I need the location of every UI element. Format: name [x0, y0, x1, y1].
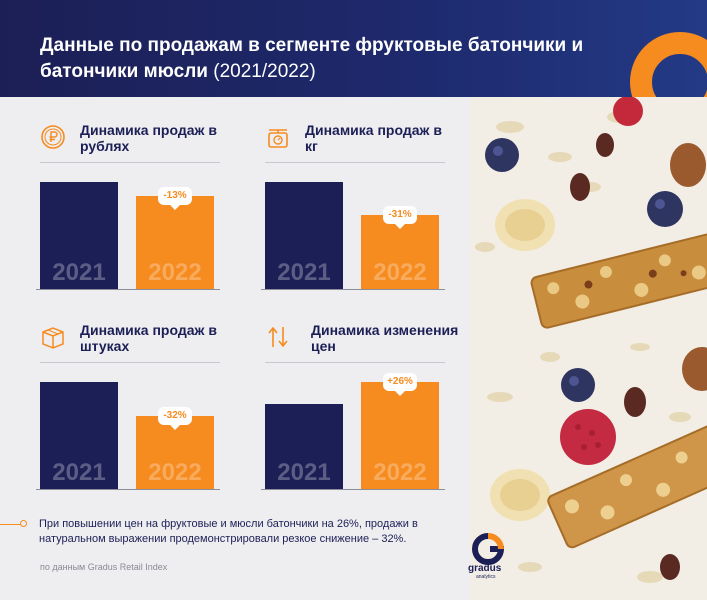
header-banner: Данные по продажам в сегменте фруктовые … — [0, 0, 707, 97]
logo-subtitle: analytics — [476, 574, 496, 580]
bar-2021 — [40, 182, 118, 289]
change-badge: -32% — [158, 407, 192, 430]
chart-panel-2: Динамика продаж в кг 2021 2022 -31% — [261, 122, 455, 297]
bar-2021 — [265, 182, 343, 289]
bar-category-label: 2022 — [373, 459, 427, 486]
chart-title: Динамика продаж в штуках — [80, 322, 217, 354]
bar-2021 — [40, 382, 118, 489]
note-marker-line — [0, 524, 22, 525]
change-badge: -31% — [383, 206, 417, 229]
scale-icon — [265, 124, 291, 150]
title-underline — [40, 162, 220, 163]
change-badge: +26% — [383, 373, 417, 396]
bar-category-label: 2021 — [52, 459, 106, 486]
chart-title: Динамика продаж в рублях — [80, 122, 217, 154]
ruble-coin-icon — [40, 124, 66, 150]
title-underline — [40, 362, 220, 363]
chart-title: Динамика продаж в кг — [305, 122, 442, 154]
change-badge: -13% — [158, 187, 192, 210]
note-marker-dot — [20, 520, 27, 527]
bar-category-label: 2022 — [148, 459, 202, 486]
box-icon — [40, 324, 66, 350]
gradus-logo-icon — [472, 533, 505, 565]
chart-title: Динамика изменения цен — [311, 322, 459, 354]
chart-panel-3: Динамика продаж в штуках 2021 2022 -32% — [36, 322, 230, 497]
title-underline — [265, 362, 445, 363]
bar-category-label: 2021 — [277, 259, 331, 286]
bar-category-label: 2021 — [52, 259, 106, 286]
bar-2021 — [265, 404, 343, 489]
bar-category-label: 2022 — [148, 259, 202, 286]
x-axis-line — [36, 489, 220, 490]
bar-category-label: 2022 — [373, 259, 427, 286]
bar-2022 — [361, 382, 439, 489]
snack-bars-photo — [470, 97, 707, 600]
page-title: Данные по продажам в сегменте фруктовые … — [40, 33, 600, 85]
logo-wordmark: gradus — [468, 563, 502, 574]
bar-2022 — [136, 196, 214, 289]
source-note: по данным Gradus Retail Index — [40, 562, 168, 572]
bar-category-label: 2021 — [277, 459, 331, 486]
title-main: Данные по продажам в сегменте фруктовые … — [40, 35, 584, 82]
x-axis-line — [261, 289, 445, 290]
chart-panel-1: Динамика продаж в рублях 2021 2022 -13% — [36, 122, 230, 297]
chart-panel-4: Динамика изменения цен 2021 2022 +26% — [261, 322, 458, 497]
arrows-up-down-icon — [265, 324, 291, 350]
x-axis-line — [261, 489, 445, 490]
title-period: (2021/2022) — [213, 61, 316, 82]
summary-note: При повышении цен на фруктовые и мюсли б… — [39, 518, 418, 545]
x-axis-line — [36, 289, 220, 290]
title-underline — [265, 162, 445, 163]
